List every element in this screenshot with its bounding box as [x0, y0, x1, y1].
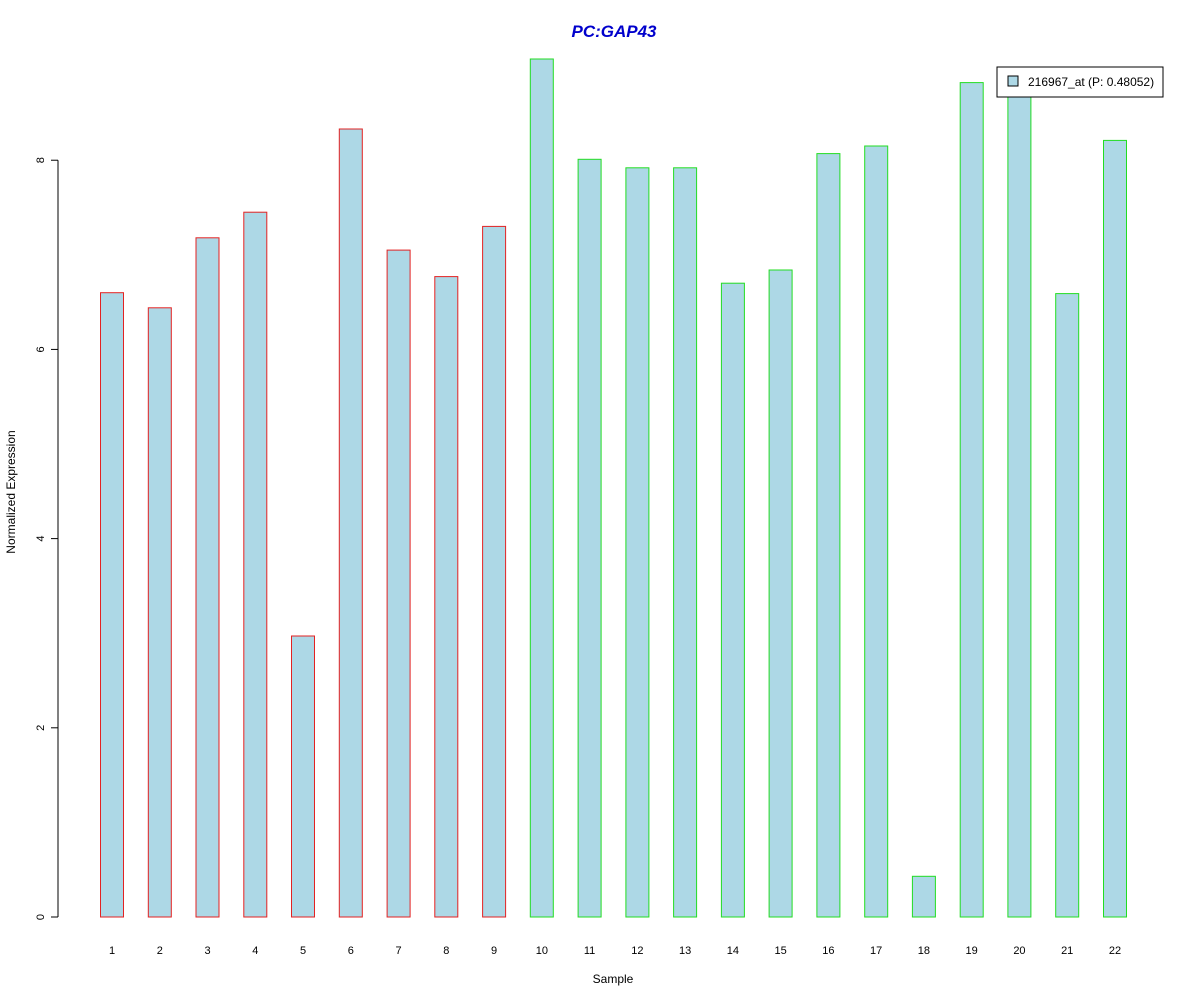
bar-sample-11 — [577, 158, 602, 918]
x-axis-label: Sample — [593, 972, 634, 986]
x-tick-label: 8 — [443, 945, 449, 957]
x-tick-label: 4 — [252, 945, 258, 957]
x-tick-label: 18 — [918, 945, 930, 957]
x-tick-label: 5 — [300, 945, 306, 957]
x-tick-label: 7 — [395, 945, 401, 957]
legend-box — [996, 66, 1164, 98]
x-tick-label: 22 — [1109, 945, 1121, 957]
bar-sample-16 — [816, 153, 841, 918]
bar-sample-2 — [147, 307, 172, 918]
x-tick-label: 11 — [584, 945, 595, 957]
x-tick-label: 17 — [870, 945, 882, 957]
x-tick-label: 16 — [822, 945, 834, 957]
legend: 216967_at (P: 0.48052) — [996, 66, 1164, 98]
y-tick-label: 0 — [35, 914, 47, 920]
y-tick-label: 4 — [35, 536, 47, 542]
bar-sample-6 — [338, 128, 363, 918]
bar-sample-12 — [625, 167, 650, 918]
legend-swatch — [1007, 75, 1019, 87]
y-axis-label: Normalized Expression — [4, 430, 18, 553]
x-tick-label: 19 — [966, 945, 978, 957]
x-tick-label: 6 — [348, 945, 354, 957]
x-tick-label: 3 — [204, 945, 210, 957]
bar-sample-15 — [768, 269, 793, 918]
y-tick-label: 6 — [35, 346, 47, 352]
bar-sample-10 — [529, 58, 554, 918]
x-tick-label: 15 — [775, 945, 787, 957]
bar-sample-22 — [1103, 139, 1127, 918]
bar-sample-8 — [434, 276, 459, 918]
bar-sample-3 — [195, 237, 220, 918]
bar-sample-13 — [673, 167, 698, 918]
x-tick-label: 1 — [109, 945, 115, 957]
x-tick-label: 12 — [631, 945, 643, 957]
bar-sample-21 — [1055, 293, 1080, 918]
y-axis: 0 2 4 6 8 — [35, 157, 59, 920]
x-tick-label: 13 — [679, 945, 691, 957]
x-tick-label: 14 — [727, 945, 739, 957]
chart-title: PC:GAP43 — [571, 22, 657, 41]
x-tick-label: 2 — [157, 945, 163, 957]
bar-sample-9 — [482, 225, 507, 918]
bar-sample-5 — [291, 635, 315, 918]
bar-sample-7 — [386, 249, 411, 918]
legend-label: 216967_at (P: 0.48052) — [1028, 75, 1154, 89]
x-tick-label: 21 — [1061, 945, 1073, 957]
bar-sample-1 — [100, 292, 124, 918]
x-tick-label: 9 — [491, 945, 497, 957]
bar-sample-4 — [243, 211, 268, 918]
bar-sample-18 — [911, 875, 936, 918]
bar-sample-19 — [959, 82, 984, 918]
bar-sample-14 — [720, 282, 745, 918]
bar-sample-17 — [864, 145, 889, 918]
bars — [100, 58, 1127, 918]
bar-sample-20 — [1007, 88, 1032, 918]
x-tick-labels: 1 2 3 4 5 6 7 8 9 10 11 12 13 14 15 16 17 18 19 20 21 22 — [109, 945, 1121, 957]
x-tick-label: 10 — [536, 945, 548, 957]
y-tick-label: 2 — [35, 725, 47, 731]
x-tick-label: 20 — [1013, 945, 1025, 957]
y-tick-label: 8 — [35, 157, 47, 163]
